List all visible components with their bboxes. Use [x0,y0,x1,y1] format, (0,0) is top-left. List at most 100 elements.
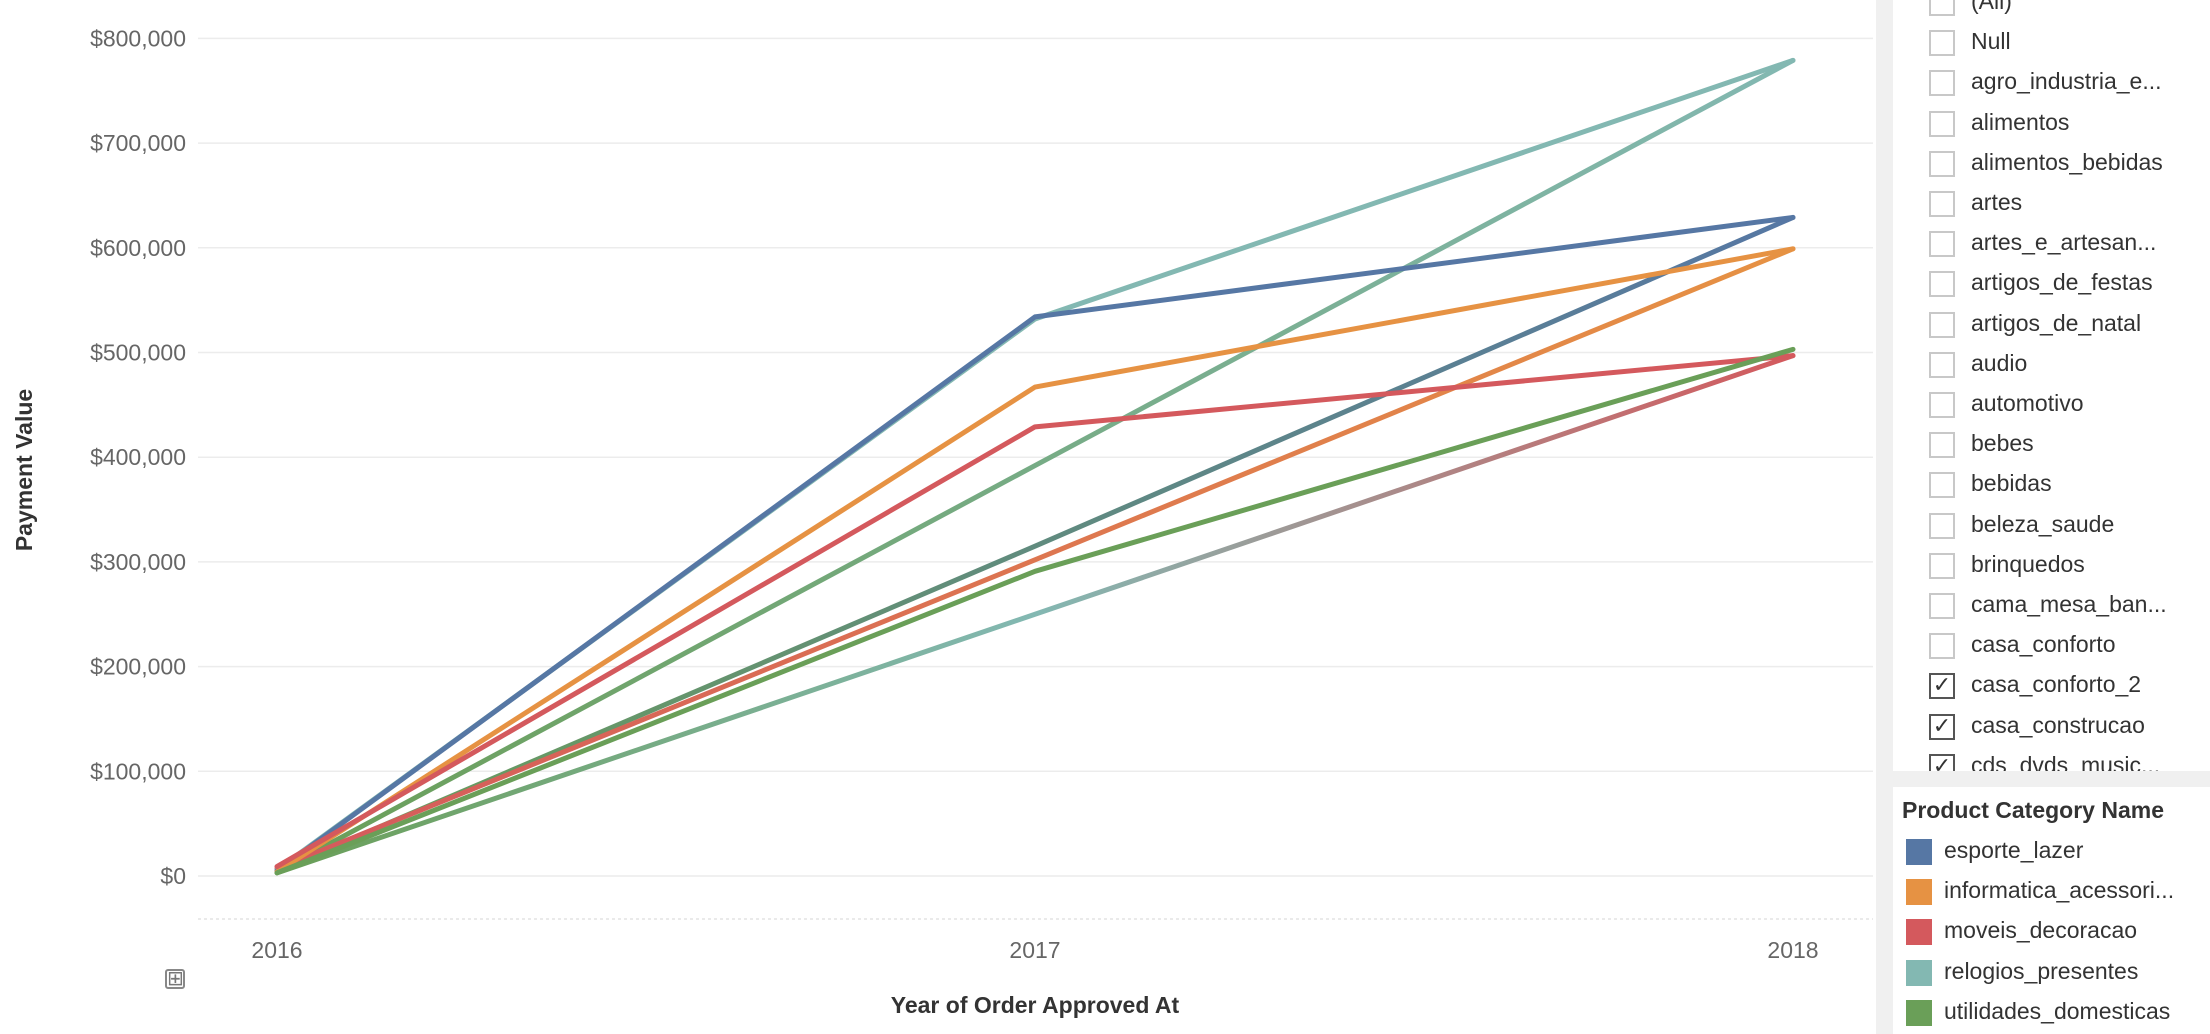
legend-label: relogios_presentes [1944,957,2139,984]
checkbox-icon[interactable] [1929,150,1955,177]
checkbox-icon[interactable] [1929,231,1955,258]
legend-swatch [1906,919,1932,946]
checkbox-checked-icon[interactable]: ✓ [1929,673,1955,700]
x-tick-label: 2017 [1009,937,1060,963]
category-filter-panel[interactable]: (All) Null agro_industria_e... alimentos ali… [1893,0,2210,771]
line-chart: $800,000 $700,000 $600,000 $500,000 $400,000… [11,25,1873,1018]
checkbox-icon[interactable] [1929,70,1955,97]
filter-item[interactable]: ✓ casa_conforto_2 [1929,666,2210,706]
filter-item-label: casa_conforto_2 [1971,671,2142,698]
checkbox-icon[interactable] [1929,271,1955,298]
legend-label: esporte_lazer [1944,837,2084,863]
filter-item[interactable]: automotivo [1929,385,2210,425]
filter-item[interactable]: cama_mesa_ban... [1929,586,2210,626]
filter-item-label: brinquedos [1971,550,2085,577]
filter-item-label: artes_e_artesan... [1971,229,2157,256]
legend-item[interactable]: relogios_presentes [1906,952,2206,992]
legend-item[interactable]: moveis_decoracao [1906,911,2206,951]
legend-swatch [1906,879,1932,906]
legend-swatch [1906,959,1932,986]
legend-item[interactable]: esporte_lazer [1906,831,2206,871]
filter-item[interactable]: ✓ casa_construcao [1929,707,2210,747]
filter-item-label: alimentos_bebidas [1971,148,2163,175]
series-line[interactable] [274,246,1796,872]
checkbox-icon[interactable] [1929,472,1955,499]
x-axis-title: Year of Order Approved At [891,992,1180,1018]
chart-area: $800,000 $700,000 $600,000 $500,000 $400,000… [11,25,1873,1018]
checkbox-icon[interactable] [1929,191,1955,217]
filter-item-label: bebidas [1971,470,2052,497]
checkbox-icon[interactable] [1929,0,1955,16]
legend-label: moveis_decoracao [1944,917,2138,944]
filter-item[interactable]: casa_conforto [1929,626,2210,666]
filter-item[interactable]: artigos_de_festas [1929,264,2210,304]
add-dimension-icon[interactable]: ⊞ [165,966,185,990]
legend-swatch [1906,999,1932,1026]
series-line[interactable] [274,353,1796,876]
series-line-utilidades_domesticas[interactable] [274,346,1796,876]
checkbox-icon[interactable] [1929,552,1955,579]
y-tick-label: $800,000 [90,25,186,51]
filter-item-label: audio [1971,349,2028,376]
filter-item[interactable]: audio [1929,345,2210,385]
filter-item[interactable]: alimentos [1929,104,2210,144]
filter-item-label: bebes [1971,430,2034,457]
legend-label: informatica_acessori... [1944,877,2175,904]
checkbox-checked-icon[interactable]: ✓ [1929,713,1955,740]
checkbox-icon[interactable] [1929,392,1955,418]
filter-item[interactable]: agro_industria_e... [1929,63,2210,103]
y-tick-label: $300,000 [90,549,186,575]
filter-item[interactable]: bebes [1929,425,2210,465]
filter-item[interactable]: artigos_de_natal [1929,305,2210,345]
y-tick-label: $500,000 [90,340,186,366]
checkbox-icon[interactable] [1929,432,1955,459]
filter-item[interactable]: alimentos_bebidas [1929,144,2210,184]
filter-item-label: artigos_de_natal [1971,309,2142,336]
series-line-esporte_lazer[interactable] [274,214,1796,874]
filter-item-label: casa_conforto [1971,631,2116,658]
checkbox-icon[interactable] [1929,351,1955,378]
filter-item[interactable]: beleza_saude [1929,506,2210,546]
x-tick-label: 2016 [251,937,302,963]
series-line-moveis_decoracao[interactable] [274,353,1796,870]
checkbox-checked-icon[interactable]: ✓ [1929,753,1955,771]
checkbox-icon[interactable] [1929,593,1955,619]
legend-item[interactable]: utilidades_domesticas [1906,992,2206,1032]
filter-item-label: artes [1971,189,2023,215]
y-tick-label: $0 [160,863,186,889]
legend-item[interactable]: informatica_acessori... [1906,871,2206,911]
filter-item-label: beleza_saude [1971,510,2115,537]
series-line[interactable] [274,57,1796,875]
legend-title: Product Category Name [1902,797,2165,823]
y-tick-label: $100,000 [90,758,186,784]
filter-item-label: artigos_de_festas [1971,269,2153,296]
series-line[interactable] [274,214,1796,874]
sidebar: (All) Null agro_industria_e... alimentos ali… [1876,0,2210,1034]
filter-item-label: Null [1971,28,2011,55]
filter-item[interactable]: artes_e_artesan... [1929,224,2210,264]
filter-item[interactable]: bebidas [1929,465,2210,505]
filter-item-label: automotivo [1971,390,2084,416]
filter-item-label: casa_construcao [1971,711,2145,738]
filter-item[interactable]: artes [1929,184,2210,224]
legend-swatch [1906,839,1932,865]
filter-item-label: cds_dvds_music... [1971,751,2161,771]
checkbox-icon[interactable] [1929,30,1955,57]
filter-item[interactable]: Null [1929,23,2210,63]
filter-item-label: cama_mesa_ban... [1971,591,2167,617]
series-line-informatica_acessorios[interactable] [274,246,1796,875]
checkbox-icon[interactable] [1929,311,1955,338]
y-tick-label: $700,000 [90,130,186,156]
y-axis-title: Payment Value [11,389,37,551]
y-tick-label: $600,000 [90,235,186,261]
checkbox-icon[interactable] [1929,633,1955,660]
filter-item[interactable]: ✓ cds_dvds_music... [1929,747,2210,771]
legend-label: utilidades_domesticas [1944,997,2171,1024]
checkbox-icon[interactable] [1929,512,1955,539]
filter-item[interactable]: brinquedos [1929,546,2210,586]
y-tick-label: $200,000 [90,654,186,680]
filter-item[interactable]: (All) [1929,0,2210,23]
x-tick-label: 2018 [1767,937,1818,963]
checkbox-icon[interactable] [1929,110,1955,137]
